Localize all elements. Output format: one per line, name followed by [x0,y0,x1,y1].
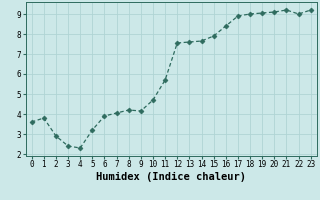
X-axis label: Humidex (Indice chaleur): Humidex (Indice chaleur) [96,172,246,182]
